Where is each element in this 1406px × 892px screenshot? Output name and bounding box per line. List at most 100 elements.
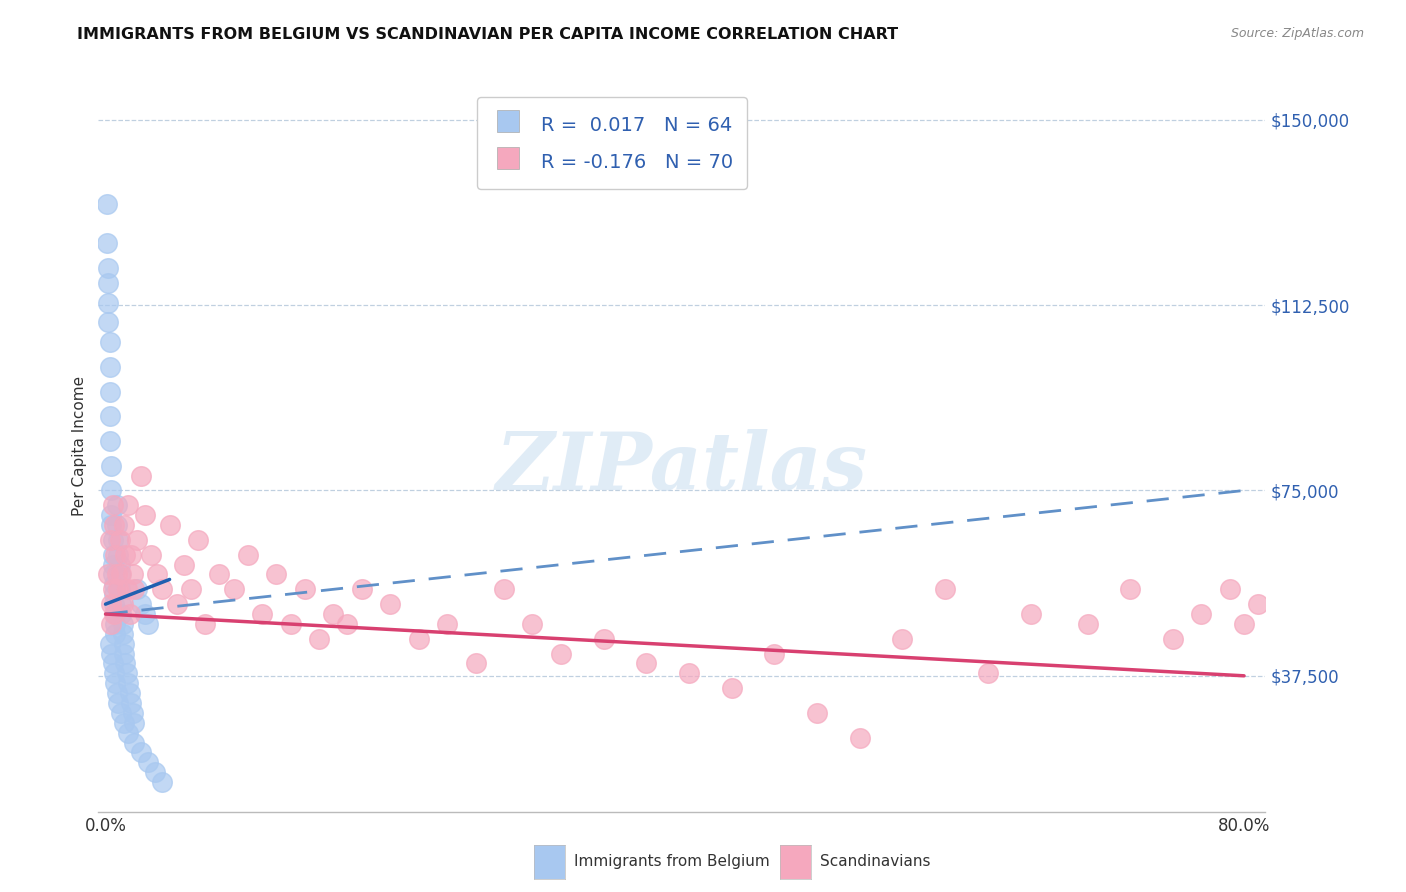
Point [1219, 582, 1241, 597]
Point [464, 657, 486, 671]
Point [1019, 607, 1042, 621]
Point [100, 647, 122, 661]
Point [118, 686, 141, 700]
Point [107, 696, 129, 710]
Point [105, 686, 128, 700]
Point [96, 236, 118, 251]
Text: Immigrants from Belgium: Immigrants from Belgium [574, 855, 769, 869]
Point [101, 582, 124, 597]
Point [977, 666, 1000, 681]
Point [118, 607, 141, 621]
Point [103, 666, 125, 681]
Point [101, 657, 124, 671]
Point [112, 637, 135, 651]
Point [100, 458, 122, 473]
Point [139, 548, 162, 562]
Point [111, 597, 134, 611]
Point [636, 657, 658, 671]
Point [110, 597, 132, 611]
Point [104, 607, 127, 621]
Legend: R =  0.017   N = 64, R = -0.176   N = 70: R = 0.017 N = 64, R = -0.176 N = 70 [477, 97, 747, 189]
Point [1119, 582, 1142, 597]
Point [294, 582, 316, 597]
Point [1247, 597, 1270, 611]
Point [1189, 607, 1212, 621]
Point [134, 508, 156, 523]
Point [159, 518, 181, 533]
Point [125, 533, 148, 547]
Text: Scandinavians: Scandinavians [820, 855, 931, 869]
Point [492, 582, 515, 597]
Point [100, 597, 122, 611]
Point [120, 548, 142, 562]
Point [236, 548, 259, 562]
Point [350, 582, 373, 597]
Point [97, 315, 120, 329]
Point [101, 558, 124, 572]
Point [112, 647, 135, 661]
Point [103, 577, 125, 591]
Point [101, 548, 124, 562]
Point [100, 483, 122, 498]
Point [110, 706, 132, 720]
Point [934, 582, 956, 597]
Point [98, 533, 121, 547]
Point [105, 518, 128, 533]
Point [111, 627, 134, 641]
Point [1161, 632, 1184, 646]
Point [120, 696, 142, 710]
Point [114, 548, 136, 562]
Point [550, 647, 572, 661]
Point [222, 582, 245, 597]
Point [97, 567, 120, 582]
Point [166, 597, 188, 611]
Point [125, 582, 148, 597]
Text: Source: ZipAtlas.com: Source: ZipAtlas.com [1230, 27, 1364, 40]
Point [100, 508, 122, 523]
Point [98, 409, 121, 424]
Point [522, 616, 544, 631]
Y-axis label: Per Capita Income: Per Capita Income [72, 376, 87, 516]
Point [1076, 616, 1098, 631]
Point [107, 548, 129, 562]
Point [117, 725, 139, 739]
Point [891, 632, 914, 646]
Point [110, 607, 132, 621]
Point [194, 616, 217, 631]
Point [436, 616, 458, 631]
Point [108, 533, 131, 547]
Point [849, 731, 872, 745]
Point [122, 715, 145, 730]
Point [103, 607, 125, 621]
Point [187, 533, 209, 547]
Point [322, 607, 344, 621]
Point [592, 632, 614, 646]
Text: ZIPatlas: ZIPatlas [496, 429, 868, 507]
Point [152, 582, 174, 597]
Point [97, 276, 120, 290]
Point [105, 567, 128, 582]
Point [104, 627, 127, 641]
Point [108, 567, 131, 582]
Point [110, 567, 132, 582]
Point [98, 637, 121, 651]
Point [146, 567, 169, 582]
Point [104, 676, 127, 690]
Point [108, 582, 131, 597]
Point [107, 582, 129, 597]
Point [98, 359, 121, 374]
Point [112, 518, 135, 533]
Point [104, 616, 127, 631]
Point [250, 607, 273, 621]
Point [266, 567, 288, 582]
Point [121, 706, 143, 720]
Point [763, 647, 786, 661]
Point [136, 616, 159, 631]
Point [122, 735, 145, 749]
Point [115, 666, 138, 681]
Point [208, 567, 231, 582]
Point [122, 582, 145, 597]
Point [98, 335, 121, 350]
Point [280, 616, 302, 631]
Point [96, 197, 118, 211]
